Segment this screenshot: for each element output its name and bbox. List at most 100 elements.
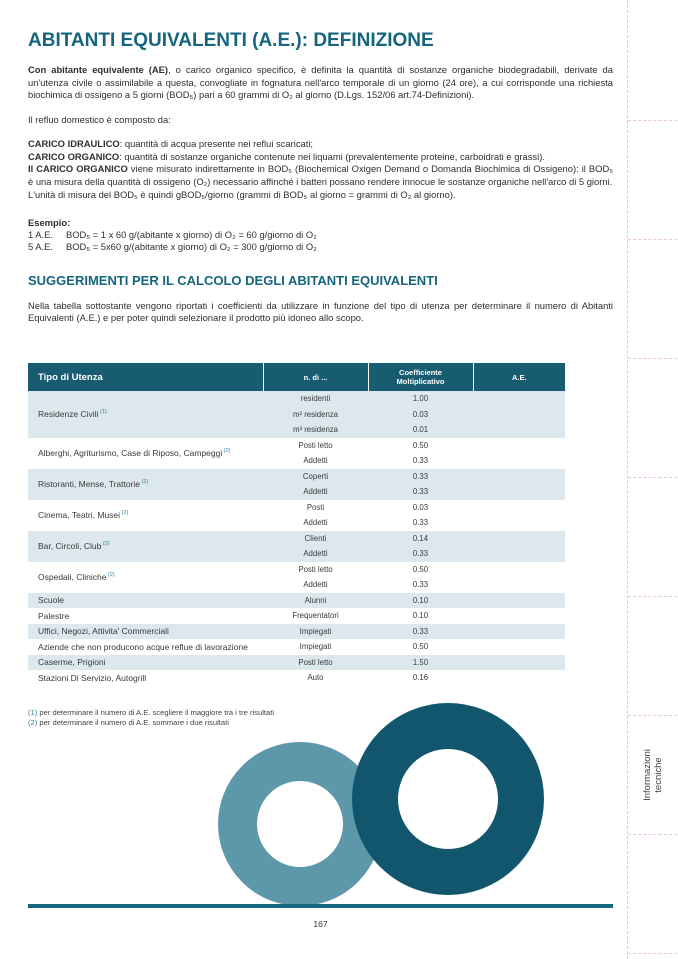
coeff-cell: 0.33 — [368, 546, 473, 562]
coeff-cell: 0.03 — [368, 499, 473, 516]
sidebar-tab-4 — [628, 478, 677, 597]
unit-cell: Posti letto — [263, 437, 368, 454]
unit-cell: Addetti — [263, 484, 368, 500]
esempio-rows: 1 A.E. BOD₅ = 1 x 60 g/(abitante x giorno… — [28, 229, 613, 253]
ae-cell — [473, 391, 565, 407]
unit-cell: Addetti — [263, 577, 368, 593]
sidebar-tabs: Informazioni tecniche — [627, 0, 677, 959]
coeff-cell: 0.01 — [368, 422, 473, 438]
carico-line-rest: L'unità di misura del BOD₅ è quindi gBOD… — [28, 188, 456, 200]
table-row: Alberghi, Agriturismo, Case di Riposo, C… — [28, 437, 565, 469]
intro-bold: Con abitante equivalente (AE) — [28, 64, 169, 75]
carico-line-3: L'unità di misura del BOD₅ è quindi gBOD… — [28, 189, 613, 202]
table-row: Bar, Circoli, Club (2) Clienti 0.14 — [28, 530, 565, 562]
utenza-cell: Palestre — [28, 608, 263, 624]
coeff-cell: 0.33 — [368, 453, 473, 469]
ae-cell — [473, 639, 565, 655]
ae-cell — [473, 515, 565, 531]
sidebar-tab-5 — [628, 597, 677, 716]
coeff-cell: 0.33 — [368, 577, 473, 593]
esempio-row-label: 5 A.E. — [28, 240, 54, 252]
coeff-cell: 0.33 — [368, 515, 473, 531]
footnote-marker: (2) — [120, 510, 129, 517]
unit-cell: Impiegati — [263, 639, 368, 655]
ae-cell — [473, 592, 565, 609]
coeff-cell: 0.33 — [368, 484, 473, 500]
footnote-marker: (2) — [106, 572, 115, 579]
unit-cell: Frequentatori — [263, 608, 368, 624]
utenza-cell: Bar, Circoli, Club (2) — [28, 530, 263, 562]
carico-line-0: CARICO IDRAULICO: quantità di acqua pres… — [28, 138, 613, 151]
table-row: Cinema, Teatri, Musei (2) Posti 0.03 — [28, 499, 565, 531]
esempio-block: Esempio: 1 A.E. BOD₅ = 1 x 60 g/(abitante… — [28, 217, 613, 252]
unit-cell: Clienti — [263, 530, 368, 547]
unit-cell: Auto — [263, 670, 368, 686]
unit-cell: Impiegati — [263, 623, 368, 640]
carico-line-bold: CARICO IDRAULICO — [28, 137, 120, 149]
footnote-marker: (2) — [222, 448, 231, 455]
unit-cell: Alunni — [263, 592, 368, 609]
table-row: m² residenza 0.03 — [28, 406, 565, 423]
table-row: Addetti 0.33 — [28, 515, 565, 531]
unit-cell: Posti — [263, 499, 368, 516]
coeff-cell: 1.50 — [368, 654, 473, 671]
footnote-marker: (2) — [28, 718, 38, 728]
esempio-label: Esempio: — [28, 217, 71, 229]
utenza-cell: Uffici, Negozi, Attivita' Commerciali — [28, 623, 263, 640]
footnote-marker: (1) — [98, 409, 107, 416]
footnote-marker: (2) — [140, 479, 149, 486]
table-row: Addetti 0.33 — [28, 577, 565, 593]
utenza-cell: Residenze Civili (1) — [28, 391, 263, 438]
unit-cell: Posti letto — [263, 561, 368, 578]
esempio-row-label: 1 A.E. — [28, 229, 54, 241]
table-row: Uffici, Negozi, Attivita' Commerciali Imp… — [28, 623, 565, 640]
section-heading: SUGGERIMENTI PER IL CALCOLO DEGLI ABITAN… — [28, 272, 438, 288]
coeff-cell: 0.50 — [368, 437, 473, 454]
coeff-cell: 0.03 — [368, 406, 473, 423]
table-body: Residenze Civili (1) residenti 1.00 m² resi… — [28, 391, 565, 686]
refluo-line: Il refluo domestico è composto da: — [28, 114, 171, 126]
ae-cell — [473, 406, 565, 423]
intro-rest: , o carico organico specifico, è definit… — [28, 64, 613, 101]
carico-line-bold: CARICO ORGANICO — [28, 150, 120, 162]
coefficients-table: Tipo di Utenza n. di ... Coefficiente Mol… — [28, 363, 565, 686]
esempio-row-formula: BOD₅ = 5x60 g/(abitante x giorno) di O₂ … — [66, 240, 317, 252]
utenza-cell: Alberghi, Agriturismo, Case di Riposo, C… — [28, 437, 263, 469]
tabella-intro: Nella tabella sottostante vengono riport… — [28, 299, 613, 324]
utenza-cell: Aziende che non producono acque reflue d… — [28, 639, 263, 655]
coeff-cell: 0.10 — [368, 592, 473, 609]
ae-cell — [473, 608, 565, 624]
header-tipo-di-utenza: Tipo di Utenza — [28, 363, 264, 392]
coeff-cell: 0.50 — [368, 561, 473, 578]
table-row: Stazioni Di Servizio, Autogrill Auto 0.16 — [28, 670, 565, 686]
bottom-rule — [28, 904, 613, 908]
coeff-cell: 1.00 — [368, 391, 473, 407]
unit-cell: Addetti — [263, 546, 368, 562]
table-row: Addetti 0.33 — [28, 484, 565, 500]
ae-cell — [473, 530, 565, 547]
page-number: 167 — [313, 919, 328, 929]
footnote-marker: (1) — [28, 707, 38, 717]
unit-cell: m³ residenza — [263, 422, 368, 438]
intro-paragraph: Con abitante equivalente (AE), o carico … — [28, 64, 613, 102]
esempio-row: 1 A.E. BOD₅ = 1 x 60 g/(abitante x giorno… — [28, 229, 613, 241]
sidebar-tab-0 — [628, 2, 677, 121]
sidebar-tab-label: Informazioni tecniche — [642, 749, 664, 801]
table-header: Tipo di Utenza n. di ... Coefficiente Mol… — [28, 363, 565, 392]
coeff-cell: 0.14 — [368, 530, 473, 547]
esempio-row-formula: BOD₅ = 1 x 60 g/(abitante x giorno) di O… — [66, 229, 317, 241]
table-row: Palestre Frequentatori 0.10 — [28, 608, 565, 624]
header-n-di: n. di ... — [263, 363, 369, 392]
table-row: Scuole Alunni 0.10 — [28, 592, 565, 609]
coeff-cell: 0.50 — [368, 639, 473, 655]
utenza-cell: Ristoranti, Mense, Trattorie (2) — [28, 468, 263, 500]
utenza-cell: Scuole — [28, 592, 263, 609]
sidebar-tab-6: Informazioni tecniche — [628, 716, 677, 835]
donut-large-graphic — [352, 703, 544, 895]
ae-cell — [473, 546, 565, 562]
utenza-cell: Stazioni Di Servizio, Autogrill — [28, 670, 263, 686]
table-row: Addetti 0.33 — [28, 453, 565, 469]
carico-line-rest: viene misurato indirettamente in BOD₅ (B… — [28, 163, 613, 187]
ae-cell — [473, 453, 565, 469]
ae-cell — [473, 499, 565, 516]
